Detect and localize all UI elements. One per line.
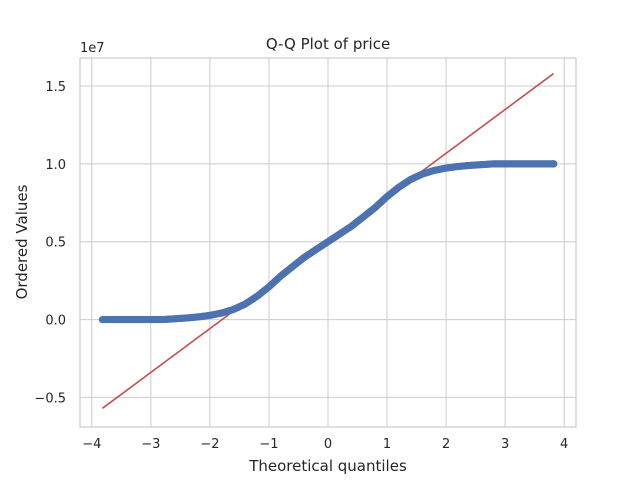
x-tick-label: 0 — [324, 437, 332, 452]
y-tick-label: 0.5 — [45, 236, 66, 251]
chart-title: Q-Q Plot of price — [266, 35, 390, 53]
x-axis-label: Theoretical quantiles — [248, 457, 407, 475]
y-tick-label: 0.0 — [45, 314, 66, 329]
y-axis-label: Ordered Values — [13, 184, 31, 299]
x-tick-label: 2 — [442, 437, 450, 452]
x-tick-label: 4 — [560, 437, 568, 452]
x-tick-label: 3 — [501, 437, 509, 452]
data-points — [98, 160, 558, 324]
x-tick-label: −3 — [141, 437, 160, 452]
x-tick-label: 1 — [383, 437, 391, 452]
y-tick-labels: −0.5 0.0 0.5 1.0 1.5 — [34, 80, 66, 406]
x-tick-labels: −4 −3 −2 −1 0 1 2 3 4 — [82, 437, 568, 452]
x-tick-label: −1 — [259, 437, 278, 452]
qq-point — [549, 160, 558, 168]
y-tick-label: −0.5 — [34, 391, 66, 406]
x-tick-label: −4 — [82, 437, 101, 452]
y-tick-label: 1.0 — [45, 158, 66, 173]
x-tick-label: −2 — [200, 437, 219, 452]
y-tick-label: 1.5 — [45, 80, 66, 95]
y-offset-text: 1e7 — [80, 41, 105, 56]
plot-frame — [79, 57, 577, 428]
